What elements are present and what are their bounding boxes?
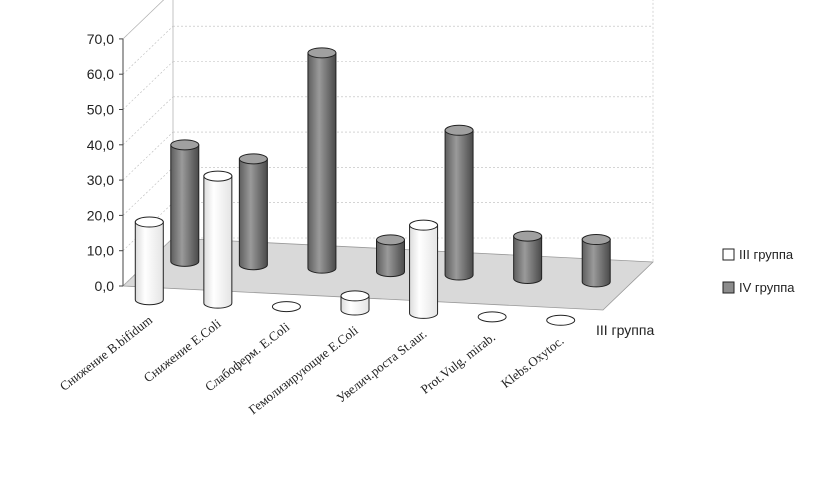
- bar-iii-4: [409, 219, 439, 319]
- bar-iii-2-empty: [271, 301, 301, 313]
- y-tick-label: 10,0: [87, 243, 114, 259]
- grid-line-side: [122, 25, 174, 75]
- y-tick-label: 0,0: [95, 278, 115, 294]
- bar-iv-1-top: [238, 153, 268, 165]
- bar-iv-0-top: [170, 139, 200, 151]
- grid-line-side: [122, 237, 174, 287]
- bar-iii-0: [134, 216, 164, 306]
- y-tick-label: 30,0: [87, 172, 114, 188]
- bar-iii-0-body: [134, 221, 164, 306]
- bar-iv-2-body: [307, 52, 337, 274]
- y-axis: 0,0 10,0 20,0 30,0 40,0 50,0 60,0 70,0: [87, 31, 124, 294]
- bar-iii-4-body: [409, 224, 439, 319]
- bar-iv-4: [444, 124, 474, 281]
- legend-label-iv: IV группа: [739, 280, 795, 295]
- y-tick-label: 70,0: [87, 31, 114, 47]
- legend-swatch-iii: [722, 248, 735, 261]
- bar-iv-6: [581, 234, 611, 288]
- bar-iii-1-body: [203, 175, 233, 309]
- bar-iii-0-top: [134, 216, 164, 228]
- bar-iv-4-body: [444, 129, 474, 281]
- depth-axis-label: III группа: [596, 322, 654, 338]
- grid-line-side: [122, 131, 174, 181]
- bar-iv-0-body: [170, 144, 200, 267]
- grid-line-side: [122, 61, 174, 110]
- bar-iv-5: [513, 230, 543, 284]
- bar-iv-6-top: [581, 234, 611, 246]
- chart-bars: [134, 47, 611, 326]
- bar-iii-3-top: [340, 290, 370, 302]
- bar-iv-5-top: [513, 230, 543, 242]
- y-tick-label: 40,0: [87, 137, 114, 153]
- y-tick-label: 50,0: [87, 102, 114, 118]
- bar-iv-0: [170, 139, 200, 267]
- bar-iii-2: [271, 301, 301, 313]
- grid-line-side: [122, 167, 174, 216]
- bar-iv-5-body: [513, 235, 543, 284]
- bar-iv-2: [307, 47, 337, 274]
- category-label: Снижение B.bifidum: [57, 312, 155, 394]
- bar-iii-6-empty: [546, 314, 576, 326]
- bar-iv-3-top: [376, 234, 405, 246]
- bar-iii-5: [477, 311, 507, 323]
- y-tick-label: 20,0: [87, 207, 114, 223]
- bar-iii-6: [546, 314, 576, 326]
- bar-iv-3-body: [376, 239, 405, 278]
- bar-iii-4-top: [409, 219, 439, 231]
- legend-label-iii: III группа: [739, 247, 794, 262]
- y-tick-label: 60,0: [87, 66, 114, 82]
- grid-line-side: [122, 202, 174, 251]
- grid-line-side: [122, 0, 164, 40]
- bar-iii-3: [340, 290, 370, 316]
- bar-iii-1-top: [203, 170, 233, 182]
- category-label: Prot.Vulg. mirab.: [418, 329, 498, 396]
- bar-iii-5-empty: [477, 311, 507, 323]
- legend: III группа IV группа: [722, 247, 795, 295]
- bar-iv-4-top: [444, 124, 474, 136]
- bar-iii-1: [203, 170, 233, 309]
- bar-iv-1: [238, 153, 268, 271]
- bar-iv-3: [376, 234, 405, 278]
- bar-iv-6-body: [581, 239, 611, 288]
- bar-iv-1-body: [238, 158, 268, 271]
- bar-iv-2-top: [307, 47, 337, 59]
- grid-line-side: [122, 96, 174, 146]
- category-label: Klebs.Oxytoc.: [498, 333, 566, 391]
- legend-swatch-iv: [722, 281, 735, 294]
